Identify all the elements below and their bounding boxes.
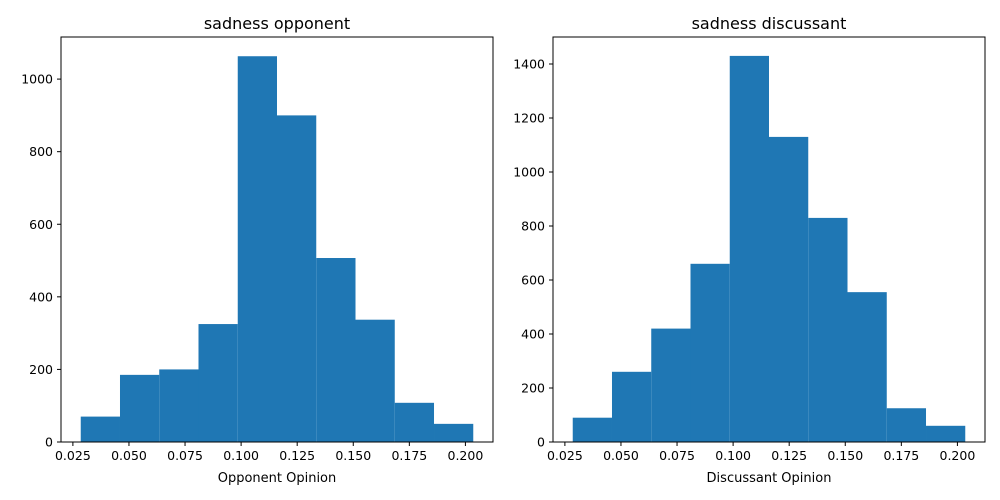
right-histogram-bar-3 [690,263,730,442]
left-histogram-panel: 0.025 0.050 0.075 0.100 0.125 0.150 0.175 0.200… [21,14,494,486]
left-x-tick-label: 0.025 [55,448,91,463]
right-x-tick-label: 0.025 [547,448,583,463]
right-histogram-bar-5 [769,136,809,442]
left-y-tick-label: 400 [29,289,53,304]
right-y-tick-label: 800 [521,219,545,234]
left-x-tick-label: 0.125 [279,448,315,463]
left-histogram-bar-7 [355,319,395,442]
right-x-tick-label: 0.125 [771,448,807,463]
right-histogram-bar-8 [886,408,927,442]
left-y-tick-label: 800 [29,144,53,159]
right-x-tick-label: 0.050 [603,448,639,463]
left-chart-title: sadness opponent [204,14,350,33]
right-histogram-bar-4 [729,55,769,443]
left-y-tick-label: 200 [29,362,53,377]
right-chart-title: sadness discussant [692,14,847,33]
right-x-tick-label: 0.075 [659,448,695,463]
left-y-tick-label: 600 [29,217,53,232]
right-x-axis-label: Discussant Opinion [707,471,832,486]
left-x-tick-label: 0.200 [448,448,484,463]
right-axes-frame [552,36,986,443]
right-y-tick-label: 1400 [513,57,545,72]
right-histogram-bar-1 [611,371,652,442]
left-y-tick-label: 1000 [21,72,53,87]
left-histogram-bar-8 [394,402,435,442]
left-histogram-bar-0 [80,416,120,442]
left-histogram-bar-1 [119,374,160,442]
left-x-axis-label: Opponent Opinion [218,471,337,486]
left-histogram-bar-4 [237,56,277,442]
left-histogram-bar-3 [198,324,238,442]
left-x-tick-label: 0.050 [111,448,147,463]
right-y-tick-label: 0 [537,435,545,450]
left-histogram-bar-2 [159,369,199,442]
right-y-tick-label: 400 [521,327,545,342]
right-x-tick-label: 0.175 [883,448,919,463]
left-histogram-bar-6 [316,258,356,442]
right-y-tick-label: 200 [521,381,545,396]
left-axes-frame [60,36,494,443]
left-x-tick-label: 0.075 [167,448,203,463]
right-histogram-bar-0 [572,417,612,442]
right-histogram-bar-9 [926,425,966,442]
left-histogram-bar-5 [277,115,317,443]
left-x-tick-label: 0.150 [335,448,371,463]
right-y-tick-label: 600 [521,273,545,288]
right-x-tick-label: 0.100 [715,448,751,463]
left-x-tick-label: 0.100 [223,448,259,463]
right-histogram-bar-2 [651,328,691,442]
left-x-tick-label: 0.175 [391,448,427,463]
right-histogram-bar-6 [808,217,848,442]
right-y-tick-label: 1200 [513,111,545,126]
right-x-tick-label: 0.150 [827,448,863,463]
left-histogram-bar-9 [434,423,474,442]
right-histogram-panel: 0.025 0.050 0.075 0.100 0.125 0.150 0.175 0.200… [513,14,986,486]
left-y-tick-label: 0 [45,435,53,450]
right-histogram-bar-7 [847,292,887,442]
right-y-tick-label: 1000 [513,165,545,180]
right-x-tick-label: 0.200 [940,448,976,463]
